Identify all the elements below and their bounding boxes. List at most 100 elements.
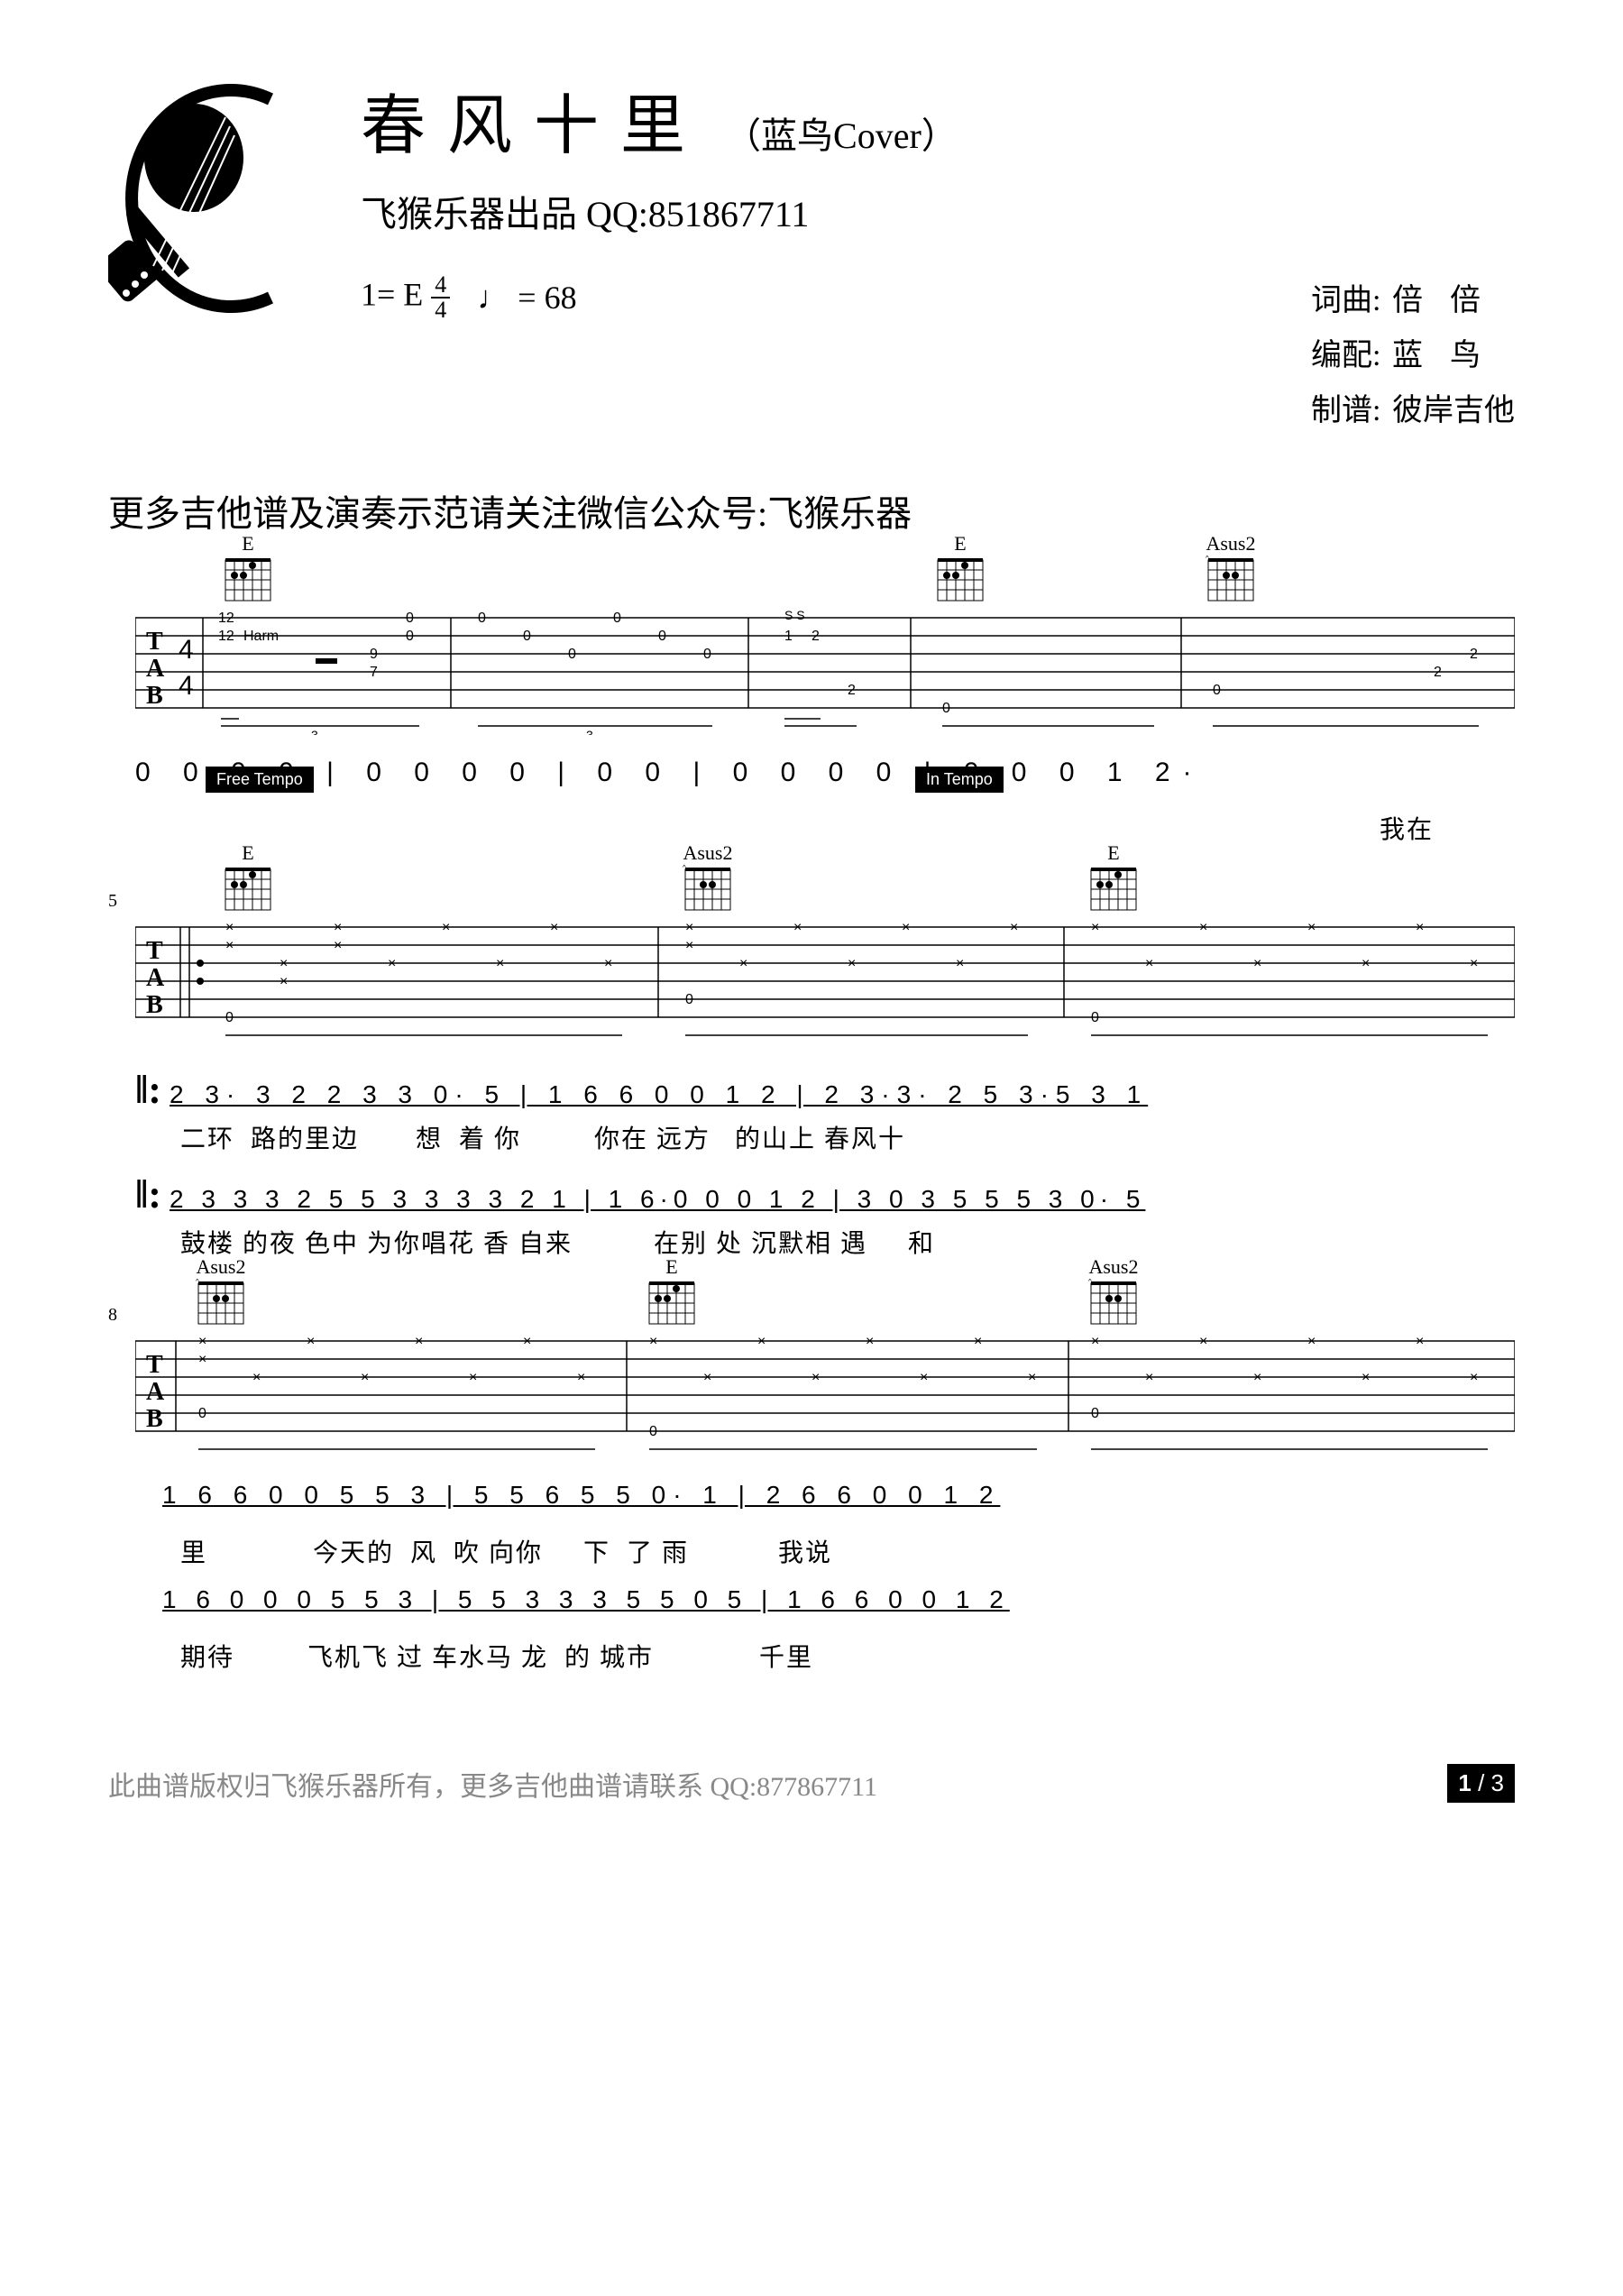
- svg-text:7: 7: [370, 665, 378, 680]
- svg-text:2: 2: [1434, 665, 1442, 680]
- repeat-start-icon: ‖:: [135, 1067, 153, 1113]
- chord-label: Asus2: [1199, 532, 1262, 556]
- jianpu-row-v2: ‖: 2 3 3 3 2 5 5 3 3 3 3 2 1 | 1 6·0 0 0…: [135, 1171, 1515, 1217]
- in-tempo-tag: In Tempo: [915, 767, 1004, 793]
- svg-text:×: ×: [1091, 920, 1099, 935]
- svg-text:0: 0: [703, 647, 711, 662]
- svg-text:×: ×: [415, 1334, 423, 1349]
- svg-text:0: 0: [942, 701, 950, 716]
- svg-text:×: ×: [1205, 556, 1210, 562]
- jianpu-row-v2: 1 6 0 0 0 5 5 3 | 5 5 3 3 3 5 5 0 5 | 1 …: [135, 1585, 1515, 1630]
- chord-label: E: [640, 1255, 703, 1279]
- svg-text:0: 0: [478, 611, 486, 626]
- svg-text:0: 0: [406, 611, 414, 626]
- svg-text:12: 12: [218, 629, 234, 644]
- svg-text:×: ×: [793, 920, 802, 935]
- svg-text:×: ×: [866, 1334, 874, 1349]
- svg-text:×: ×: [195, 1279, 200, 1285]
- tempo-note: ♩: [477, 280, 509, 316]
- svg-text:×: ×: [225, 920, 234, 935]
- chord-diagram-icon: [640, 1279, 703, 1328]
- svg-text:A: A: [146, 964, 165, 992]
- timesig-bot: 4: [435, 298, 446, 322]
- svg-text:0: 0: [613, 611, 621, 626]
- song-subtitle: （蓝鸟Cover）: [725, 106, 958, 159]
- svg-text:×: ×: [685, 920, 693, 935]
- chord-label: Asus2: [1082, 1255, 1145, 1279]
- svg-text:0: 0: [1213, 683, 1221, 698]
- chord-label: Asus2: [676, 841, 739, 865]
- svg-text:×: ×: [442, 920, 450, 935]
- lyricist: 倍倍: [1392, 273, 1508, 328]
- svg-text:T: T: [146, 1351, 163, 1379]
- svg-text:0: 0: [225, 1010, 234, 1025]
- svg-text:0: 0: [568, 647, 576, 662]
- svg-text:×: ×: [388, 956, 396, 971]
- svg-text:×: ×: [1470, 956, 1478, 971]
- chord-diagram-icon: ×: [1199, 556, 1262, 605]
- chord-diagram-icon: ×: [189, 1279, 252, 1328]
- svg-text:×: ×: [812, 1370, 820, 1385]
- svg-text:×: ×: [1199, 920, 1207, 935]
- page-number: 1 / 3: [1447, 1764, 1515, 1803]
- svg-text:0: 0: [649, 1424, 657, 1439]
- svg-text:0: 0: [523, 629, 531, 644]
- jianpu-row-v1: ‖: 2 3· 3 2 2 3 3 0· 5 | 1 6 6 0 0 1 2 |…: [135, 1067, 1515, 1112]
- chord-diagram-icon: [216, 865, 280, 914]
- copyright-text: 此曲谱版权归飞猴乐器所有，更多吉他曲谱请联系 QQ:877867711: [108, 1764, 877, 1804]
- svg-text:×: ×: [956, 956, 964, 971]
- svg-text:2: 2: [1470, 647, 1478, 662]
- svg-text:A: A: [146, 1378, 165, 1406]
- svg-text:×: ×: [577, 1370, 585, 1385]
- svg-text:×: ×: [1028, 1370, 1036, 1385]
- svg-text:B: B: [146, 682, 163, 710]
- chord-label: E: [216, 841, 280, 865]
- svg-text:×: ×: [1307, 920, 1316, 935]
- lyric-v2: 鼓楼 的夜 色中 为你唱花 香 自来 在别 处 沉默相 遇 和: [180, 1224, 1515, 1260]
- svg-text:2: 2: [812, 629, 820, 644]
- chord-label: E: [216, 532, 280, 556]
- svg-text:×: ×: [757, 1334, 766, 1349]
- staff-system-3: 8 Asus2× E Asus2× TAB ××× ××× ××× 0 ××× …: [108, 1332, 1515, 1674]
- svg-text:×: ×: [280, 974, 288, 989]
- transcriber-label: 制谱:: [1311, 383, 1383, 438]
- svg-text:4: 4: [179, 635, 194, 665]
- svg-text:×: ×: [1145, 956, 1153, 971]
- svg-text:3: 3: [311, 728, 318, 735]
- svg-text:×: ×: [848, 956, 856, 971]
- arranger-label: 编配:: [1311, 328, 1383, 383]
- svg-text:×: ×: [1470, 1370, 1478, 1385]
- svg-text:3: 3: [586, 728, 593, 735]
- timesig-top: 4: [431, 273, 450, 298]
- tab-staff-lines: TAB 44 1212 Harm 97 00 3 00 00 00 3 S S …: [135, 609, 1515, 735]
- svg-text:1: 1: [784, 629, 793, 644]
- svg-text:T: T: [146, 628, 163, 656]
- lyric-text: 我在: [1380, 810, 1515, 846]
- svg-text:S S: S S: [784, 609, 805, 622]
- lyricist-label: 词曲:: [1311, 273, 1383, 328]
- key-tempo: 1= E 4 4 ♩ = 68: [361, 273, 577, 322]
- chord-label: Asus2: [189, 1255, 252, 1279]
- chord-diagram-icon: [1082, 865, 1145, 914]
- lyric-v1: 二环 路的里边 想 着 你 你在 远方 的山上 春风十: [180, 1119, 1515, 1155]
- svg-text:×: ×: [1091, 1334, 1099, 1349]
- svg-text:×: ×: [739, 956, 747, 971]
- svg-text:×: ×: [225, 938, 234, 953]
- svg-text:×: ×: [1145, 1370, 1153, 1385]
- svg-text:B: B: [146, 1405, 163, 1433]
- chord-label: E: [929, 532, 992, 556]
- repeat-start-icon: ‖:: [135, 1171, 153, 1217]
- svg-text:×: ×: [1087, 1279, 1093, 1285]
- svg-text:×: ×: [974, 1334, 982, 1349]
- svg-text:×: ×: [496, 956, 504, 971]
- svg-text:×: ×: [682, 865, 687, 871]
- svg-text:0: 0: [685, 992, 693, 1007]
- credits: 词曲: 倍倍 编配: 蓝鸟 制谱: 彼岸吉他: [1311, 273, 1515, 439]
- chord-diagram-icon: [929, 556, 992, 605]
- svg-text:×: ×: [334, 938, 342, 953]
- svg-text:0: 0: [1091, 1406, 1099, 1421]
- chord-diagram-icon: ×: [676, 865, 739, 914]
- staff-system-1: E E Asus2 × TAB 44 1212 Harm 97 00 3 00: [108, 609, 1515, 846]
- svg-text:×: ×: [550, 920, 558, 935]
- svg-text:×: ×: [198, 1334, 206, 1349]
